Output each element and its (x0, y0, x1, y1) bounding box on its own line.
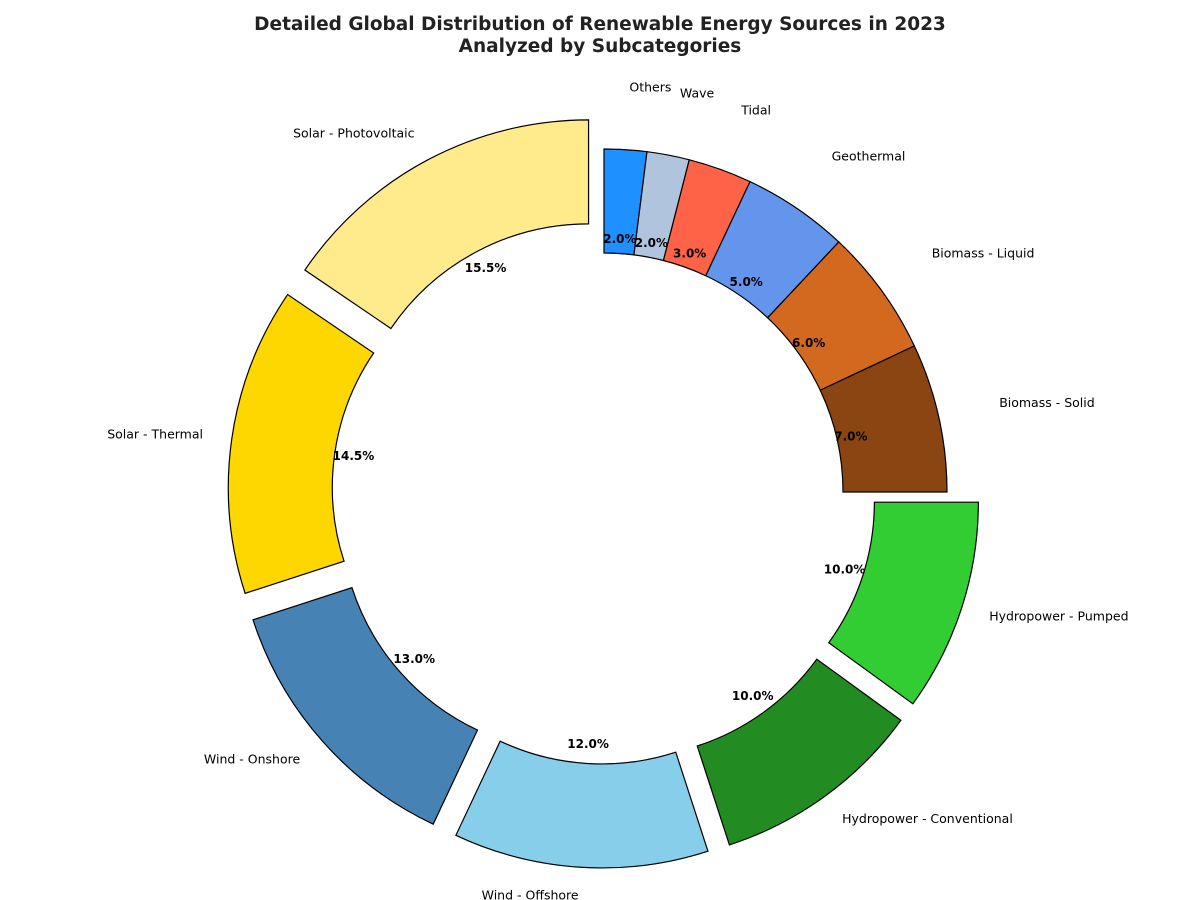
pct-label-wave: 2.0% (635, 236, 668, 250)
pct-label-wind-offshore: 12.0% (567, 737, 609, 751)
category-label-biomass-liquid: Biomass - Liquid (932, 245, 1035, 260)
pct-label-biomass-solid: 7.0% (834, 429, 867, 443)
wedge-solar-photovoltaic (304, 119, 590, 330)
category-label-hydropower-pumped: Hydropower - Pumped (989, 609, 1128, 624)
category-label-tidal: Tidal (740, 102, 771, 117)
wedge-solar-thermal (227, 293, 375, 595)
pct-label-wind-onshore: 13.0% (393, 652, 435, 666)
wedge-hydropower-conventional (696, 658, 902, 846)
pct-label-hydropower-pumped: 10.0% (824, 563, 866, 577)
chart-title-line-1: Detailed Global Distribution of Renewabl… (254, 14, 946, 35)
pct-label-tidal: 3.0% (673, 247, 706, 261)
chart-title-line-2: Analyzed by Subcategories (458, 36, 742, 57)
wedge-wind-offshore (455, 740, 709, 869)
pct-label-others: 2.0% (603, 232, 636, 246)
category-label-biomass-solid: Biomass - Solid (999, 395, 1094, 410)
percent-labels: 2.0%2.0% 3.0% 5.0% 6.0% 7.0% 10.0% 10.0% 12.0% 1… (333, 232, 868, 751)
pct-label-solar-photovoltaic: 15.5% (465, 261, 507, 275)
donut-wedges (227, 119, 979, 869)
wedge-hydropower-pumped (827, 501, 979, 705)
pct-label-hydropower-conventional: 10.0% (732, 689, 774, 703)
pct-label-solar-thermal: 14.5% (333, 449, 375, 463)
chart-title: Detailed Global Distribution of Renewabl… (0, 14, 1200, 58)
category-label-geothermal: Geothermal (832, 149, 906, 164)
wedge-biomass-solid (819, 345, 948, 493)
pct-label-geothermal: 5.0% (730, 275, 763, 289)
category-label-wind-onshore: Wind - Onshore (204, 751, 301, 766)
category-label-wind-offshore: Wind - Offshore (482, 888, 579, 900)
category-label-hydropower-conventional: Hydropower - Conventional (842, 811, 1013, 826)
category-label-others: Others (629, 79, 671, 94)
wedge-wind-onshore (252, 586, 479, 825)
category-label-wave: Wave (680, 86, 715, 101)
pct-label-biomass-liquid: 6.0% (792, 336, 825, 350)
category-label-solar-photovoltaic: Solar - Photovoltaic (293, 126, 415, 141)
category-label-solar-thermal: Solar - Thermal (107, 426, 203, 441)
category-labels: Others Wave Tidal Geothermal Biomass - Liqui… (107, 79, 1128, 900)
